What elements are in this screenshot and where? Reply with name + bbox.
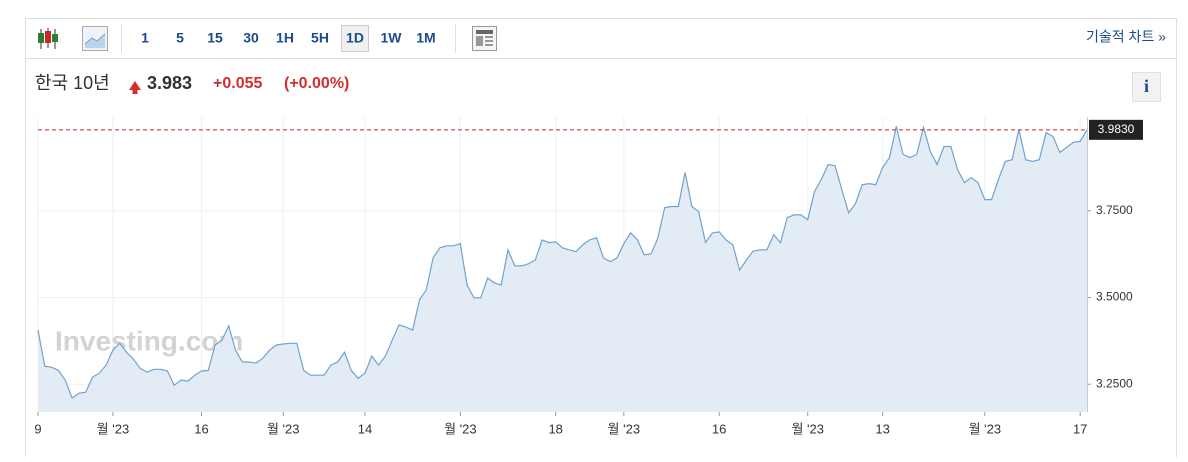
x-tick-label: 16: [194, 421, 208, 436]
x-tick-label: 9: [34, 421, 41, 436]
interval-button[interactable]: 1H: [276, 30, 294, 46]
interval-button[interactable]: 1D: [346, 30, 364, 46]
last-price-box: [1089, 119, 1143, 140]
technical-chart-link[interactable]: 기술적 차트 »: [1086, 29, 1166, 45]
interval-button[interactable]: 5H: [311, 30, 329, 46]
x-tick-label: 13: [875, 421, 889, 436]
change-percent: (+0.00%): [284, 75, 349, 92]
x-tick-label: 월 '23: [267, 421, 300, 436]
price-line: [37, 125, 1088, 400]
interval-button[interactable]: 5: [176, 30, 184, 46]
interval-button[interactable]: 15: [207, 30, 223, 46]
y-tick-label: 3.2500: [1096, 376, 1133, 390]
x-tick-label: 17: [1073, 421, 1087, 436]
interval-buttons: 1 5 15 30 1H 5H 1D 1W 1M: [141, 25, 436, 52]
info-button[interactable]: [1132, 72, 1161, 102]
interval-selected: [341, 25, 369, 52]
x-tick-label: 월 '23: [969, 421, 1002, 436]
x-tick-label: 16: [712, 421, 726, 436]
x-tick-label: 월 '23: [97, 421, 130, 436]
instrument-name: 한국 10년: [35, 73, 110, 93]
x-tick-label: 월 '23: [791, 421, 824, 436]
y-tick-label: 3.5000: [1096, 290, 1133, 304]
x-tick-label: 월 '23: [444, 421, 477, 436]
interval-button[interactable]: 1: [141, 30, 149, 46]
last-price-label: 3.9830: [1098, 122, 1135, 136]
change: +0.055: [213, 75, 262, 92]
watermark: Investing.com: [55, 325, 243, 356]
plot: 3.2500 3.5000 3.7500 9 월 '23 16 월 '23 14 월 '23 18…: [34, 117, 1143, 436]
layout-icon[interactable]: [472, 26, 497, 51]
x-tick-label: 18: [548, 421, 562, 436]
x-tick-label: 14: [358, 421, 372, 436]
y-tick-label: 3.7500: [1096, 203, 1133, 217]
x-tick-label: 월 '23: [608, 421, 641, 436]
interval-button[interactable]: 1W: [381, 30, 403, 46]
interval-button[interactable]: 30: [243, 30, 259, 46]
interval-button[interactable]: 1M: [416, 30, 435, 46]
area-fill: [38, 126, 1087, 413]
up-arrow: [129, 81, 141, 94]
area-icon[interactable]: [82, 26, 108, 51]
info-icon[interactable]: i: [1144, 76, 1149, 96]
price: 3.983: [147, 73, 192, 93]
candle-icon[interactable]: [38, 28, 58, 49]
